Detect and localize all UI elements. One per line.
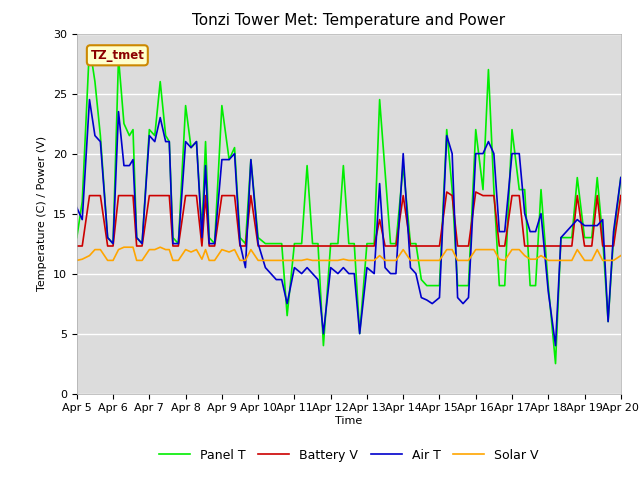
Battery V [617,192,625,199]
Line: Panel T: Panel T [77,46,621,364]
Battery V [484,192,492,199]
Line: Air T: Air T [77,99,621,346]
Line: Solar V: Solar V [77,247,621,260]
Solar V [165,247,173,252]
Solar V [617,252,625,258]
Solar V [73,257,81,263]
Solar V [484,247,492,252]
Battery V [273,243,280,249]
Panel T [399,163,407,168]
Panel T [298,240,305,247]
Battery V [202,192,209,199]
Panel T [278,240,285,247]
Text: TZ_tmet: TZ_tmet [90,49,144,62]
Battery V [162,192,170,199]
Panel T [73,235,81,240]
Air T [552,343,559,348]
Solar V [278,257,285,263]
Battery V [73,243,81,249]
Solar V [298,257,305,263]
Air T [73,204,81,210]
Air T [165,139,173,144]
Solar V [399,247,407,252]
Solar V [205,257,213,263]
Air T [86,96,93,102]
Air T [484,139,492,144]
Panel T [205,235,213,240]
Solar V [120,244,128,250]
Title: Tonzi Tower Met: Temperature and Power: Tonzi Tower Met: Temperature and Power [192,13,506,28]
Panel T [86,43,93,48]
Battery V [291,243,298,249]
Panel T [617,175,625,180]
Battery V [443,189,451,195]
Panel T [165,139,173,144]
Y-axis label: Temperature (C) / Power (V): Temperature (C) / Power (V) [37,136,47,291]
Legend: Panel T, Battery V, Air T, Solar V: Panel T, Battery V, Air T, Solar V [154,444,544,467]
Line: Battery V: Battery V [77,192,621,246]
X-axis label: Time: Time [335,416,362,426]
Panel T [484,67,492,72]
Air T [205,240,213,247]
Air T [617,175,625,180]
Battery V [392,243,400,249]
Air T [399,151,407,156]
Air T [298,271,305,276]
Air T [278,276,285,282]
Panel T [552,361,559,367]
